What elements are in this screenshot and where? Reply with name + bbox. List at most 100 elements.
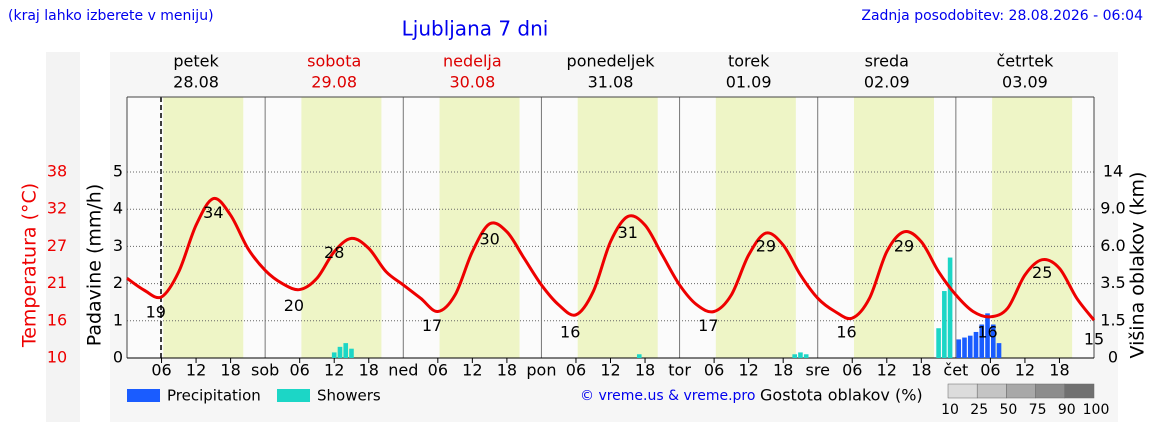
x-tick-label: 18 [220, 361, 240, 380]
temperature-label: 29 [894, 236, 914, 255]
y-tick-label: 32 [47, 199, 67, 218]
x-tick-label: čet [943, 361, 968, 380]
day-name: sobota [307, 52, 361, 71]
temperature-label: 30 [479, 230, 499, 249]
precip-bar [967, 335, 973, 358]
precip-bar [803, 354, 809, 358]
legend-label: Precipitation [167, 387, 261, 405]
daylight-band [715, 97, 796, 358]
precip-bar [979, 324, 985, 358]
y2-tick-label: 5 [113, 162, 123, 181]
temperature-label: 20 [284, 296, 304, 315]
daylight-band [301, 97, 382, 358]
cloud-legend-box [947, 383, 978, 399]
legend-swatch [127, 389, 160, 402]
y3-axis-label: Višina oblakov (km) [1127, 172, 1149, 359]
cloud-legend-box [1006, 383, 1036, 399]
y2-tick-label: 3 [113, 236, 123, 255]
precip-bar [973, 331, 979, 358]
y-tick-label: 10 [47, 348, 67, 367]
y3-tick-label: 1.5 [1100, 310, 1125, 329]
x-tick-label: 18 [497, 361, 517, 380]
x-tick-label: 12 [600, 361, 620, 380]
precip-bar [947, 257, 953, 358]
day-name: četrtek [996, 52, 1054, 71]
precip-bar [792, 354, 797, 358]
x-tick-label: sre [806, 361, 830, 380]
temperature-label: 31 [618, 223, 638, 242]
y3-tick-label: 14 [1103, 162, 1123, 181]
temperature-label: 15 [1084, 329, 1104, 348]
y2-tick-label: 0 [113, 348, 123, 367]
day-name: torek [728, 52, 770, 71]
cloud-legend-label: 50 [999, 402, 1017, 418]
temperature-label: 34 [203, 203, 223, 222]
x-tick-label: 06 [842, 361, 862, 380]
day-date: 03.09 [1002, 73, 1048, 92]
y-axis-label: Temperatura (°C) [19, 183, 41, 348]
y-tick-label: 16 [47, 310, 67, 329]
temperature-label: 16 [977, 323, 997, 342]
x-tick-label: 12 [738, 361, 758, 380]
precip-bar [349, 348, 354, 358]
credit: © vreme.us & vreme.pro [580, 388, 755, 404]
daylight-band [992, 97, 1073, 358]
x-tick-label: tor [668, 361, 691, 380]
x-tick-label: 06 [704, 361, 724, 380]
cloud-legend-label: 90 [1058, 402, 1076, 418]
y-tick-label: 27 [47, 236, 67, 255]
legend-swatch [277, 389, 310, 402]
day-date: 01.09 [726, 73, 772, 92]
x-tick-label: 06 [980, 361, 1000, 380]
precip-bar [990, 324, 996, 358]
cloud-legend-label: 75 [1029, 402, 1047, 418]
day-date: 30.08 [449, 73, 495, 92]
day-name: sreda [865, 52, 909, 71]
precip-bar [798, 352, 803, 358]
day-name: petek [173, 52, 219, 71]
temperature-label: 29 [756, 236, 776, 255]
chart-title: Ljubljana 7 dni [402, 17, 549, 41]
day-name: ponedeljek [567, 52, 656, 71]
cloud-legend-title: Gostota oblakov (%) [760, 386, 923, 405]
daylight-band [439, 97, 520, 358]
cloud-legend-box [1064, 383, 1095, 399]
cloud-legend-label: 25 [970, 402, 988, 418]
precip-bar [936, 328, 941, 358]
y3-tick-label: 9.0 [1100, 199, 1125, 218]
temperature-label: 17 [422, 316, 442, 335]
y3-tick-label: 6.0 [1100, 236, 1125, 255]
precip-bar [337, 346, 343, 358]
temperature-label: 19 [146, 303, 166, 322]
x-tick-label: 18 [635, 361, 655, 380]
day-date: 29.08 [311, 73, 357, 92]
y3-tick-label: 0 [1108, 348, 1118, 367]
x-tick-label: pon [526, 361, 556, 380]
cloud-legend-box [1035, 383, 1066, 399]
x-tick-label: 18 [359, 361, 379, 380]
y3-tick-label: 3.5 [1100, 273, 1125, 292]
y2-axis-label: Padavine (mm/h) [84, 184, 106, 347]
day-name: nedelja [443, 52, 502, 71]
y-tick-label: 38 [47, 162, 67, 181]
note: (kraj lahko izberete v meniju) [8, 8, 214, 24]
x-tick-label: 12 [324, 361, 344, 380]
day-date: 28.08 [173, 73, 219, 92]
temperature-label: 16 [836, 323, 856, 342]
updated: Zadnja posodobitev: 28.08.2026 - 06:04 [861, 8, 1143, 24]
y2-tick-label: 2 [113, 273, 123, 292]
x-tick-label: 12 [462, 361, 482, 380]
x-tick-label: 18 [911, 361, 931, 380]
x-tick-label: 18 [773, 361, 793, 380]
cloud-legend-label: 10 [941, 402, 959, 418]
daylight-bands [163, 97, 1073, 358]
temperature-label: 25 [1032, 263, 1052, 282]
x-tick-label: ned [388, 361, 418, 380]
precip-bar [343, 343, 349, 358]
temperature-line [126, 196, 1096, 322]
day-date: 31.08 [588, 73, 634, 92]
y-tick-label: 21 [47, 273, 67, 292]
day-date: 02.09 [864, 73, 910, 92]
y2-tick-label: 4 [113, 199, 123, 218]
